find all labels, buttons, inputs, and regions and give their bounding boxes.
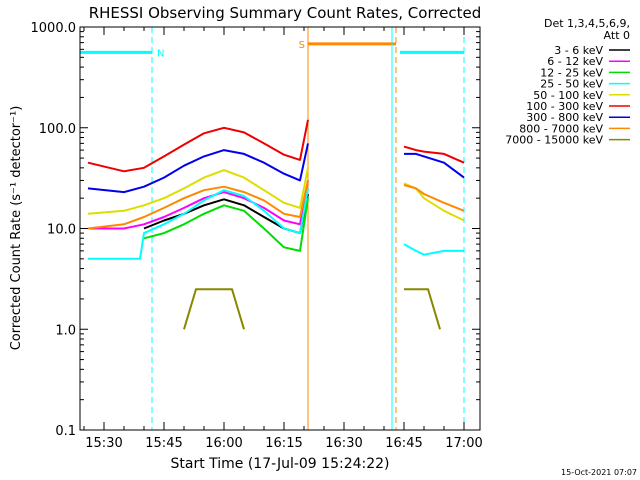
annotation-layer: NS xyxy=(79,27,465,430)
series-line xyxy=(87,143,309,194)
y-tick-label: 1.0 xyxy=(55,323,76,338)
x-tick-label: 16:00 xyxy=(205,436,242,451)
legend-entry-label: 25 - 50 keV xyxy=(540,78,603,91)
observing-segment-label: N xyxy=(157,48,164,59)
series-line-segment-2 xyxy=(403,243,464,256)
y-axis-label: Corrected Count Rate (s⁻¹ detector⁻¹) xyxy=(9,106,24,351)
chart-title: RHESSI Observing Summary Count Rates, Co… xyxy=(89,4,482,22)
series-line-segment-2 xyxy=(404,152,465,179)
series-line-segment-2 xyxy=(404,288,441,330)
series-line xyxy=(87,180,309,230)
footer-date: 15-Oct-2021 07:07 xyxy=(561,468,637,477)
series-layer xyxy=(87,119,465,330)
series-line xyxy=(87,119,309,173)
y-tick-label: 1000.0 xyxy=(31,21,77,36)
series-line-segment-2 xyxy=(403,184,465,212)
x-tick-label: 15:30 xyxy=(85,436,122,451)
legend-entry-label: 300 - 800 keV xyxy=(526,111,603,124)
legend-header: Det 1,3,4,5,6,9, xyxy=(544,17,630,30)
legend-entry-label: 3 - 6 keV xyxy=(554,44,603,57)
axis-layer: 15:30 15:45 16:00 16:15 16:30 16:45 17:00 0.1 1.… xyxy=(31,21,483,451)
legend-entry-label: 100 - 300 keV xyxy=(526,100,603,113)
series-line xyxy=(88,188,309,260)
y-tick-label: 0.1 xyxy=(55,424,76,439)
legend-entry-label: 6 - 12 keV xyxy=(547,55,603,68)
x-axis-label: Start Time (17-Jul-09 15:24:22) xyxy=(170,456,389,472)
legend-entry-label: 7000 - 15000 keV xyxy=(505,134,603,147)
x-tick-label: 15:45 xyxy=(145,436,182,451)
x-tick-label: 16:45 xyxy=(385,436,422,451)
legend-entry-label: 50 - 100 keV xyxy=(533,89,603,102)
observing-segment-label: S xyxy=(299,40,305,51)
legend-entry-label: 800 - 7000 keV xyxy=(519,122,603,135)
y-tick-label: 10.0 xyxy=(47,223,76,238)
series-line-segment-2 xyxy=(403,145,465,164)
legend-entry-label: 12 - 25 keV xyxy=(540,66,603,79)
legend-header: Att 0 xyxy=(604,29,630,42)
series-line xyxy=(143,198,309,252)
x-tick-label: 16:15 xyxy=(265,436,302,451)
x-tick-label: 16:30 xyxy=(325,436,362,451)
x-tick-label: 17:00 xyxy=(445,436,482,451)
series-line xyxy=(183,288,245,330)
series-line xyxy=(87,167,309,215)
y-tick-label: 100.0 xyxy=(39,122,76,137)
